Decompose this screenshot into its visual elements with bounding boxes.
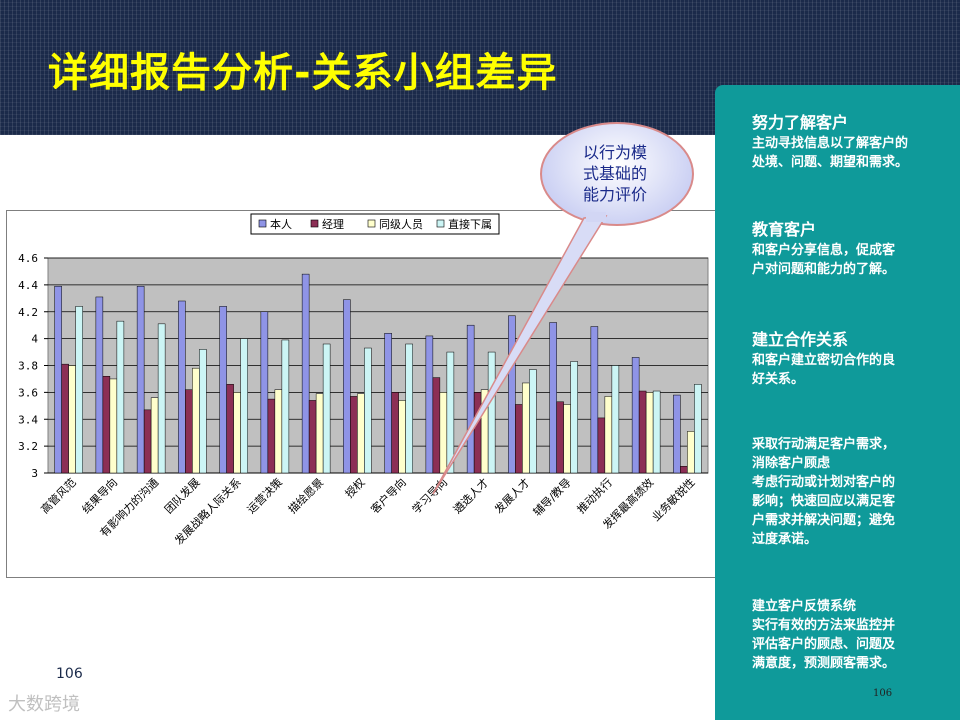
callout-line: 能力评价: [582, 185, 647, 204]
panel-line: 实行有效的方法来监控并: [752, 618, 896, 633]
panel-block-educate: 教育客户 和客户分享信息，促成客 户对问题和能力的了解。: [752, 220, 952, 279]
panel-block-understand: 努力了解客户 主动寻找信息以了解客户的 处境、问题、期望和需求。: [752, 113, 952, 172]
page-title: 详细报告分析-关系小组差异: [48, 50, 558, 96]
callout-line: 式基础的: [582, 164, 647, 183]
page-number-left: 106: [56, 666, 83, 682]
page-number-right: 106: [873, 688, 893, 699]
right-info-panel: 努力了解客户 主动寻找信息以了解客户的 处境、问题、期望和需求。 教育客户 和客…: [715, 85, 960, 720]
panel-heading: 努力了解客户: [752, 113, 849, 132]
panel-heading: 建立合作关系: [752, 330, 849, 349]
panel-line: 影响；快速回应以满足客: [752, 494, 896, 509]
panel-block-action: 采取行动满足客户需求， 消除客户顾虑 考虑行动或计划对客户的 影响；快速回应以满…: [752, 435, 952, 549]
panel-line: 满意度，预测顾客需求。: [752, 656, 896, 671]
callout-line: 以行为模: [582, 143, 647, 162]
panel-line: 处境、问题、期望和需求。: [752, 155, 909, 170]
panel-line: 考虑行动或计划对客户的: [752, 475, 896, 490]
callout-bubble: [540, 122, 694, 226]
panel-line: 消除客户顾虑: [752, 456, 831, 471]
callout-text: 以行为模 式基础的 能力评价: [560, 142, 670, 205]
panel-line: 户对问题和能力的了解。: [752, 262, 896, 277]
panel-block-feedback: 建立客户反馈系统 实行有效的方法来监控并 评估客户的顾虑、问题及 满意度，预测顾…: [752, 597, 952, 673]
panel-line: 评估客户的顾虑、问题及: [752, 637, 896, 652]
panel-heading: 教育客户: [752, 220, 817, 239]
panel-line: 过度承诺。: [752, 532, 818, 547]
panel-line: 采取行动满足客户需求，: [752, 437, 896, 452]
panel-line: 和客户建立密切合作的良: [752, 353, 896, 368]
panel-block-partnership: 建立合作关系 和客户建立密切合作的良 好关系。: [752, 330, 952, 389]
chart-frame: [6, 210, 717, 578]
panel-line: 和客户分享信息，促成客: [752, 243, 896, 258]
header-banner: [0, 0, 960, 135]
panel-line: 好关系。: [752, 372, 805, 387]
panel-line: 主动寻找信息以了解客户的: [752, 136, 909, 151]
watermark-text: 大数跨境: [8, 694, 80, 715]
panel-line: 户需求并解决问题；避免: [752, 513, 896, 528]
panel-line: 建立客户反馈系统: [752, 599, 857, 614]
